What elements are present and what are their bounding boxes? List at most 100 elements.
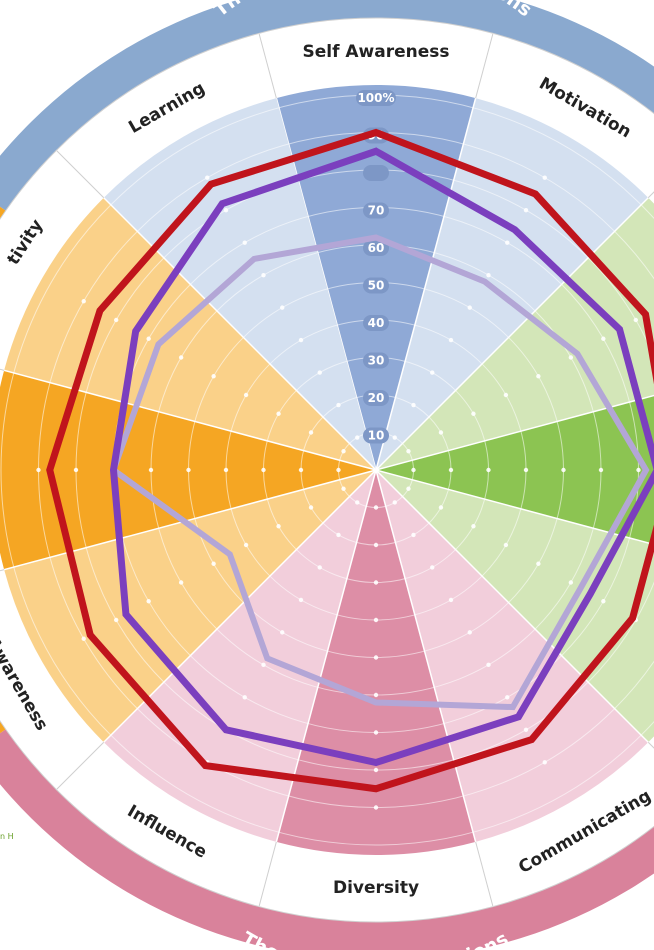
grid-dot — [373, 805, 379, 810]
label-divider-1 — [475, 33, 494, 99]
grid-dot — [601, 599, 606, 604]
grid-dot — [636, 467, 641, 473]
grid-dots — [36, 130, 641, 810]
grid-dot — [355, 435, 360, 440]
segment-wedge-5 — [376, 470, 649, 842]
band-intra-personal — [0, 0, 654, 212]
grid-dot — [438, 505, 444, 510]
series-line-1 — [109, 147, 654, 767]
grid-dot — [467, 630, 472, 635]
scale-label-20: 20 — [368, 391, 385, 405]
grid-dot — [243, 392, 249, 398]
scale-label-10: 10 — [368, 429, 385, 443]
scale-pill-100 — [356, 90, 396, 106]
grid-dot — [561, 467, 566, 473]
segment-label-0: Self Awareness — [302, 42, 449, 62]
grid-dot — [471, 411, 476, 416]
scale-pill-50 — [363, 277, 389, 294]
grid-dot — [505, 240, 510, 245]
grid-dot — [601, 336, 606, 341]
series-lines — [46, 128, 654, 793]
grid-dot — [373, 730, 379, 735]
grid-dot — [81, 299, 86, 304]
segment-wedge-2 — [376, 197, 654, 470]
series-line-0 — [46, 128, 654, 793]
grid-dot — [178, 355, 184, 360]
grid-dot — [503, 542, 509, 548]
segment-wedge-6 — [276, 470, 476, 855]
series-line-2 — [109, 234, 650, 711]
grid-dot — [211, 561, 216, 566]
grid-dot — [486, 662, 491, 668]
grid-dot — [341, 449, 346, 454]
scale-pill-40 — [363, 315, 389, 331]
grid-dot — [471, 524, 476, 529]
grid-dot — [261, 662, 266, 668]
grid-dot — [113, 317, 119, 323]
segment-wedge-7 — [103, 470, 376, 842]
scale-label-50: 50 — [368, 279, 385, 293]
grid-dot — [261, 467, 266, 473]
grid-dot — [261, 272, 266, 278]
segment-label-6: Diversity — [333, 878, 419, 898]
scale-label-60: 60 — [368, 241, 385, 255]
grid-dot — [146, 599, 151, 604]
grid-dot — [568, 580, 574, 585]
grid-dot — [298, 467, 304, 473]
segment-wedge-10 — [4, 197, 376, 470]
scale-label-70: 70 — [368, 204, 385, 218]
grid-dot — [223, 467, 229, 473]
grid-dot — [73, 467, 79, 473]
scale-pill-60 — [363, 240, 389, 256]
grid-dot — [523, 207, 529, 213]
grid-dot — [81, 636, 86, 641]
grid-dot — [373, 505, 379, 510]
grid-dot — [211, 374, 216, 379]
grid-dot — [392, 435, 397, 440]
grid-dot — [430, 565, 435, 570]
grid-dot — [448, 597, 454, 603]
grid-dot — [336, 467, 341, 473]
label-divider-6 — [475, 841, 494, 907]
grid-dot — [392, 500, 397, 505]
grid-dot — [542, 760, 547, 765]
grid-dot — [341, 486, 346, 491]
grid-dot — [523, 467, 529, 473]
segment-wedge-11 — [103, 98, 376, 470]
grid-dot — [186, 467, 191, 473]
grid-dot — [243, 542, 249, 548]
grid-dot — [373, 655, 379, 660]
grid-dot — [523, 727, 529, 733]
grid-dot — [373, 542, 379, 548]
grid-dot — [536, 561, 541, 566]
grid-dot — [633, 317, 639, 323]
label-divider-7 — [258, 841, 277, 907]
grid-dot — [448, 467, 454, 473]
grid-dot — [223, 207, 229, 213]
scale-label-40: 40 — [368, 316, 385, 330]
scale-pill-80 — [363, 165, 389, 181]
grid-dot — [298, 597, 304, 603]
grid-dot — [36, 467, 41, 473]
grid-dot — [308, 505, 314, 510]
grid-dot — [598, 467, 604, 473]
grid-dot — [406, 486, 411, 491]
grid-dot — [373, 767, 379, 773]
grid-dot — [411, 402, 416, 408]
scale-label-30: 30 — [368, 354, 385, 368]
grid-dot — [242, 695, 247, 700]
grid-dot — [113, 617, 119, 623]
grid-dot — [276, 411, 281, 416]
grid-dot — [317, 565, 322, 570]
grid-dot — [505, 695, 510, 700]
grid-dot — [542, 175, 547, 180]
grid-dot — [430, 370, 435, 375]
grid-dot — [317, 370, 322, 375]
grid-dot — [336, 402, 341, 408]
grid-dot — [373, 580, 379, 585]
grid-dot — [406, 449, 411, 454]
scale-pill-20 — [363, 390, 389, 406]
grid-dot — [536, 374, 541, 379]
